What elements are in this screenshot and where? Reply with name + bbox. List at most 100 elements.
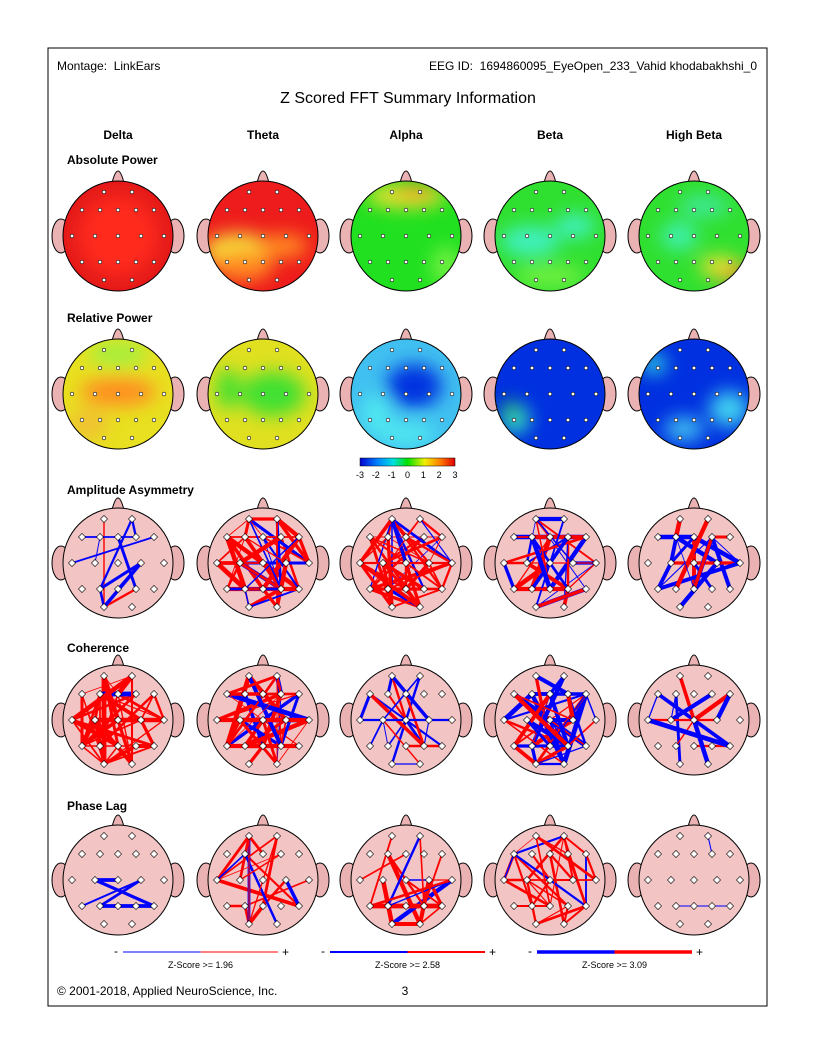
electrode — [78, 690, 86, 698]
topo-blob — [361, 394, 391, 434]
electrode — [278, 259, 284, 265]
connection — [359, 562, 421, 608]
electrode — [132, 690, 140, 698]
electrode — [438, 742, 446, 750]
electrode — [224, 365, 230, 371]
electrode — [241, 850, 249, 858]
electrode — [223, 690, 231, 698]
electrode — [676, 920, 684, 928]
connection — [238, 535, 283, 565]
electrode — [714, 391, 720, 397]
electrode — [237, 233, 243, 239]
electrode — [151, 365, 157, 371]
electrode — [528, 690, 536, 698]
electrode — [425, 716, 433, 724]
connection — [248, 588, 300, 608]
connection — [280, 719, 287, 747]
connection — [513, 693, 574, 721]
connection — [387, 536, 430, 564]
topo-blobs — [500, 214, 595, 288]
connection — [94, 536, 101, 564]
head — [627, 170, 761, 292]
electrode — [726, 533, 734, 541]
head — [196, 654, 330, 776]
connection — [525, 879, 538, 925]
electrode — [644, 559, 652, 567]
topo-blob — [515, 264, 585, 288]
electrode — [241, 690, 249, 698]
head — [51, 497, 185, 619]
connection — [358, 562, 394, 608]
connection — [715, 693, 732, 721]
electrode — [138, 233, 144, 239]
electrode — [533, 347, 539, 353]
connection — [563, 905, 587, 925]
electrode — [128, 760, 136, 768]
electrode — [100, 603, 108, 611]
connection — [535, 745, 587, 765]
electrode — [128, 920, 136, 928]
electrode — [709, 259, 715, 265]
electrode — [277, 850, 285, 858]
electrode — [367, 207, 373, 213]
connection — [503, 878, 551, 908]
electrode — [295, 690, 303, 698]
connection — [526, 879, 569, 907]
electrode — [282, 559, 290, 567]
head — [483, 328, 617, 450]
color-bar — [359, 457, 456, 467]
band-label: Beta — [537, 128, 563, 142]
electrode — [500, 559, 508, 567]
connection — [535, 745, 569, 765]
electrode — [101, 347, 107, 353]
electrode — [529, 365, 535, 371]
electrode — [380, 233, 386, 239]
electrode — [672, 902, 680, 910]
connection — [247, 835, 265, 855]
electrode — [403, 259, 409, 265]
electrode — [704, 672, 712, 680]
electrode — [384, 850, 392, 858]
electrode — [417, 277, 423, 283]
electrode — [245, 515, 253, 523]
electrode — [708, 742, 716, 750]
connection — [419, 518, 443, 538]
connection — [243, 853, 279, 925]
topo-blob — [431, 246, 461, 286]
electrode — [296, 417, 302, 423]
electrode — [366, 585, 374, 593]
connection — [567, 562, 597, 590]
legend-label: Z-Score >= 1.96 — [168, 960, 233, 970]
electrode — [704, 603, 712, 611]
electrode — [714, 233, 720, 239]
electrode — [389, 435, 395, 441]
electrode — [676, 672, 684, 680]
electrode — [438, 850, 446, 858]
electrode — [672, 742, 680, 750]
electrode — [357, 391, 363, 397]
electrode — [713, 716, 721, 724]
head-outline — [207, 338, 319, 450]
connection — [278, 562, 289, 590]
connection — [216, 692, 282, 722]
connection — [548, 719, 566, 765]
electrode — [425, 559, 433, 567]
electrode — [582, 742, 590, 750]
electrode — [449, 391, 455, 397]
connection — [531, 879, 551, 907]
electrode — [380, 391, 386, 397]
electrode — [709, 365, 715, 371]
electrode — [367, 365, 373, 371]
electrode — [385, 259, 391, 265]
connection — [284, 879, 301, 907]
connection — [534, 674, 570, 696]
connection — [94, 878, 155, 908]
electrode — [561, 347, 567, 353]
electrode — [677, 277, 683, 283]
electrode — [655, 417, 661, 423]
electrode — [560, 603, 568, 611]
electrode — [402, 690, 410, 698]
electrode — [645, 391, 651, 397]
electrode — [128, 672, 136, 680]
connection — [247, 744, 265, 766]
